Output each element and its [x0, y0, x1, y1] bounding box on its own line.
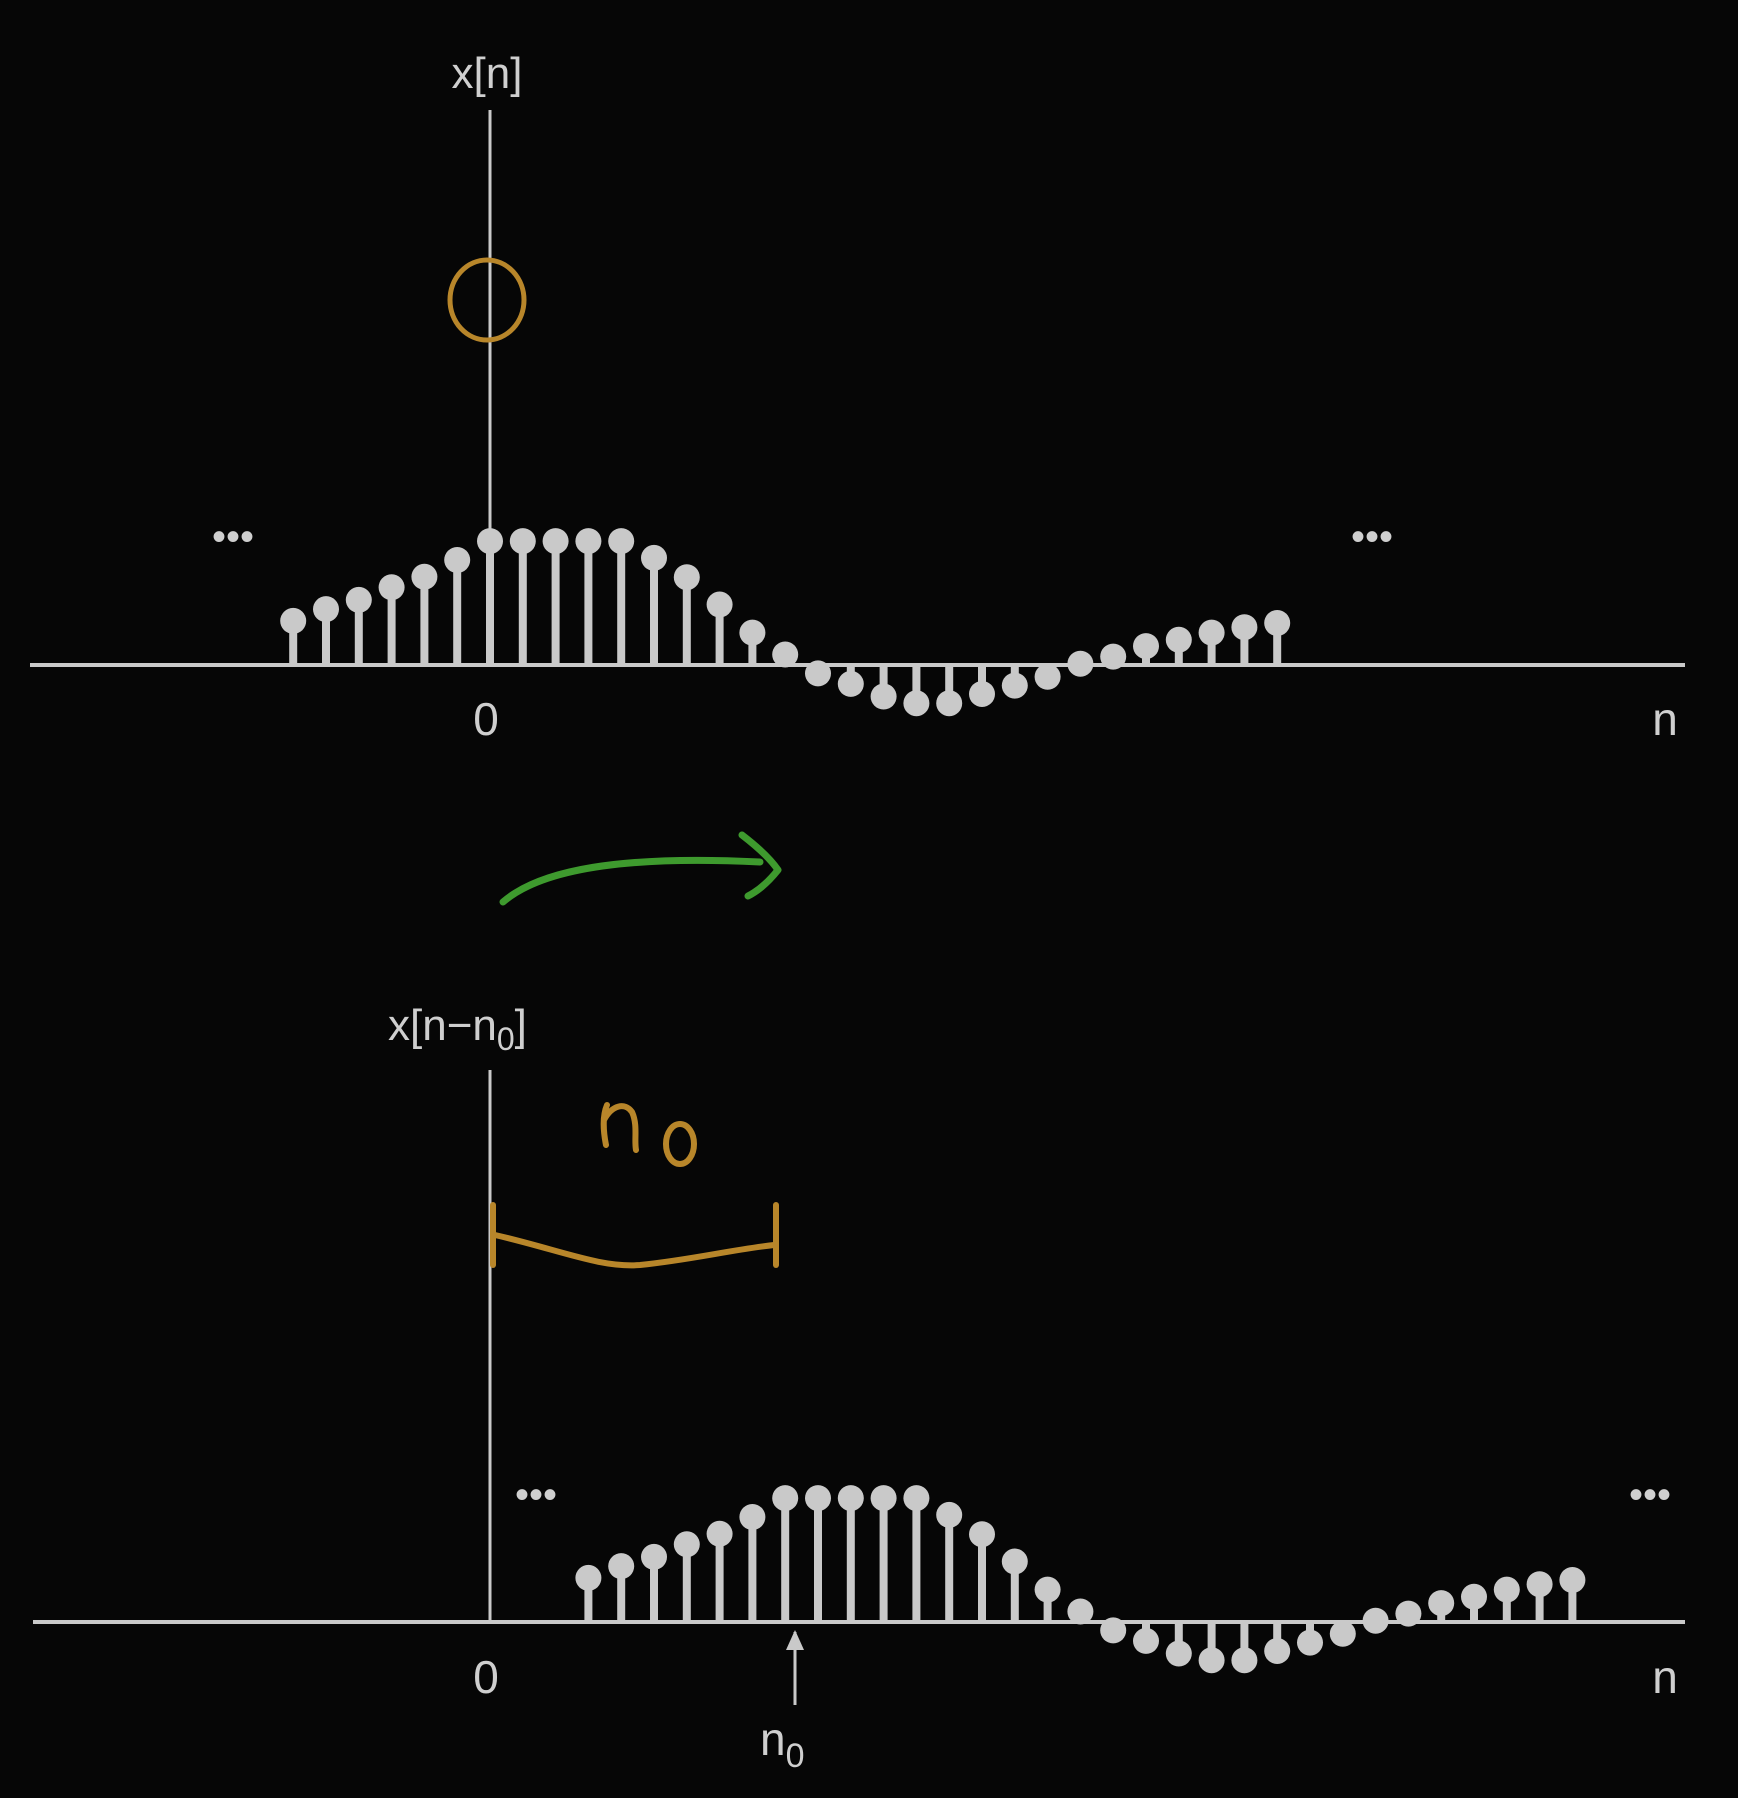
stem-point: [411, 563, 438, 590]
stem-point: [903, 1485, 930, 1512]
stem-point: [936, 1501, 963, 1528]
ylabel-bottom-sub: 0: [497, 1021, 515, 1057]
ellipsis-left-top: •••: [212, 515, 254, 559]
stem-point: [1100, 1617, 1127, 1644]
n0-label: n0: [760, 1713, 805, 1775]
stem-point: [706, 591, 733, 618]
stem-point: [837, 670, 864, 697]
stem-point: [805, 660, 831, 687]
stem-point: [575, 1564, 602, 1591]
stem-point: [1264, 610, 1291, 636]
stem-point: [1198, 1647, 1225, 1674]
ylabel-bottom: x[n−n0]: [388, 1001, 527, 1057]
stem-point: [1428, 1590, 1455, 1617]
ellipsis-right-bottom: •••: [1629, 1473, 1671, 1517]
stem-point: [1100, 643, 1127, 670]
ellipsis-right-top: •••: [1351, 515, 1393, 559]
stem-point: [444, 547, 471, 573]
stem-point: [969, 1521, 995, 1548]
ylabel-top: x[n]: [452, 49, 523, 98]
stem-point: [739, 619, 766, 646]
stem-point: [575, 528, 602, 555]
stem-point: [837, 1485, 864, 1512]
ylabel-bottom-main: x[n−n: [388, 1001, 497, 1050]
stem-point: [706, 1520, 733, 1547]
plot-x-of-n-minus-n0: x[n−n0] 0 n ••• ••• n0: [33, 1001, 1685, 1775]
stem-point: [378, 574, 405, 601]
stem-point: [1297, 1629, 1323, 1656]
stem-point: [1001, 672, 1028, 699]
stem-point: [673, 1531, 700, 1558]
handwritten-n0-annotation: [600, 1102, 697, 1167]
stem-point: [1067, 650, 1094, 677]
stem-point: [477, 528, 503, 555]
plot-x-of-n: x[n] 0 n ••• •••: [30, 49, 1685, 745]
stem-point: [542, 528, 569, 555]
stem-point: [936, 690, 963, 717]
shift-arrow-annotation: [499, 831, 782, 906]
stem-point: [1395, 1600, 1422, 1627]
stem-point: [280, 607, 307, 634]
stem-point: [673, 564, 700, 591]
zero-label-bottom: 0: [473, 1651, 499, 1703]
stems-top: [280, 528, 1291, 717]
stem-point: [903, 690, 930, 717]
n0-label-sub: 0: [786, 1737, 805, 1775]
xlabel-top: n: [1652, 693, 1678, 745]
stem-point: [1231, 1647, 1258, 1674]
stem-point: [1067, 1598, 1094, 1625]
zero-label-top: 0: [473, 693, 499, 745]
stem-point: [1329, 1620, 1356, 1647]
stem-point: [608, 528, 635, 555]
shift-bracket-annotation: [490, 1202, 779, 1269]
stem-point: [1034, 663, 1061, 690]
stem-point: [870, 1485, 897, 1512]
stem-point: [1133, 1627, 1159, 1654]
stem-point: [641, 1543, 667, 1570]
stem-point: [1526, 1571, 1553, 1598]
stem-point: [1493, 1576, 1520, 1603]
stem-point: [1362, 1607, 1389, 1634]
highlight-circle-annotation: [447, 257, 527, 343]
stem-point: [313, 596, 339, 623]
stem-point: [1165, 626, 1192, 653]
stem-point: [739, 1504, 766, 1530]
stem-point: [1001, 1548, 1028, 1575]
stem-point: [1133, 633, 1159, 660]
stem-point: [772, 641, 799, 668]
stem-point: [1034, 1576, 1061, 1603]
stem-point: [805, 1485, 831, 1512]
stem-point: [969, 680, 995, 707]
n0-marker-arrow: [786, 1630, 804, 1705]
ylabel-bottom-close: ]: [515, 1001, 527, 1050]
stem-point: [1198, 619, 1225, 646]
stem-point: [1231, 614, 1258, 641]
stem-point: [870, 683, 897, 710]
stem-point: [509, 528, 536, 555]
stem-point: [772, 1485, 799, 1512]
stem-point: [1461, 1583, 1487, 1610]
stem-point: [608, 1553, 635, 1580]
n0-label-main: n: [760, 1713, 786, 1765]
stem-point: [1165, 1640, 1192, 1667]
stems-bottom: [575, 1485, 1586, 1674]
ellipsis-left-bottom: •••: [515, 1473, 557, 1517]
stem-point: [641, 544, 667, 571]
stem-point: [1264, 1637, 1291, 1664]
stem-point: [345, 586, 372, 613]
stem-point: [1559, 1567, 1586, 1593]
xlabel-bottom: n: [1652, 1651, 1678, 1703]
